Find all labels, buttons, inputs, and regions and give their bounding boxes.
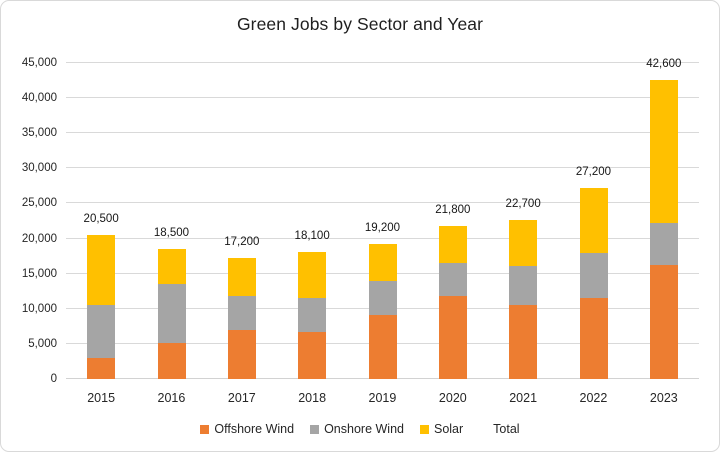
bar-segment-offshore-wind-2020 — [438, 296, 467, 379]
bar-segment-offshore-wind-2019 — [368, 315, 397, 379]
x-axis-tick-label-2015: 2015 — [87, 391, 116, 405]
legend-label: Total — [493, 422, 520, 436]
gridline-20000 — [66, 237, 699, 239]
legend-swatch-icon — [310, 424, 320, 434]
gridline-35000 — [66, 132, 699, 134]
bar-segment-onshore-wind-2017 — [227, 296, 256, 330]
legend-item-total: Total — [479, 422, 519, 436]
bar-segment-onshore-wind-2021 — [509, 266, 538, 306]
total-data-label-2020: 21,800 — [435, 203, 471, 216]
y-axis-tick-label: 35,000 — [21, 127, 57, 140]
x-axis-tick-label-2017: 2017 — [227, 391, 256, 405]
total-data-label-2016: 18,500 — [153, 227, 190, 240]
total-data-label-2019: 19,200 — [364, 222, 401, 235]
x-axis-tick-label-2018: 2018 — [298, 391, 327, 405]
y-axis: 0 5,000 10,000 15,000 20,000 25,000 30,000 35,0… — [1, 57, 57, 385]
gridline-25000 — [66, 202, 699, 204]
legend-swatch-icon — [200, 424, 210, 434]
y-axis-tick-label: 10,000 — [21, 302, 57, 315]
total-data-label-2023: 42,600 — [646, 57, 682, 70]
bar-segment-solar-2021 — [509, 219, 538, 266]
x-axis-tick-label-2023: 2023 — [649, 391, 678, 405]
total-data-label-2022: 27,200 — [575, 166, 612, 178]
bar-segment-offshore-wind-2023 — [649, 264, 678, 379]
x-axis: 2015 2016 2017 2018 2019 2020 2021 2022 2023 — [66, 391, 699, 407]
gridline-30000 — [66, 167, 699, 169]
x-axis-tick-label-2021: 2021 — [509, 391, 538, 405]
bar-segment-offshore-wind-2018 — [298, 332, 327, 379]
chart-title: Green Jobs by Sector and Year — [236, 14, 484, 34]
bar-segment-offshore-wind-2017 — [227, 329, 256, 379]
plot-area: 20,500 18,500 17,200 18,100 19,200 21,800 22,7… — [66, 58, 699, 379]
y-axis-tick-label: 45,000 — [21, 57, 57, 69]
y-axis-tick-label: 0 — [50, 373, 57, 385]
legend-item-offshore-wind: Offshore Wind — [200, 422, 294, 436]
legend-label: Solar — [433, 422, 464, 436]
y-axis-tick-label: 25,000 — [21, 197, 57, 210]
bar-segment-offshore-wind-2021 — [509, 305, 538, 379]
bar-segment-solar-2017 — [227, 258, 256, 297]
legend: Offshore Wind Onshore Wind Solar Total — [1, 420, 719, 438]
bar-segment-onshore-wind-2019 — [368, 280, 397, 316]
x-axis-tick-label-2022: 2022 — [579, 391, 608, 405]
x-axis-tick-label-2020: 2020 — [438, 391, 467, 405]
legend-item-solar: Solar — [419, 422, 464, 436]
bar-segment-solar-2016 — [157, 249, 186, 285]
legend-item-onshore-wind: Onshore Wind — [310, 422, 404, 436]
bar-segment-onshore-wind-2015 — [87, 305, 116, 358]
y-axis-tick-label: 5,000 — [28, 337, 57, 350]
legend-label: Onshore Wind — [324, 422, 404, 436]
total-data-label-2015: 20,500 — [83, 213, 119, 225]
bar-segment-onshore-wind-2022 — [579, 252, 608, 299]
bar-segment-offshore-wind-2015 — [87, 357, 116, 379]
total-data-label-2021: 22,700 — [505, 197, 541, 210]
total-data-label-2018: 18,100 — [294, 229, 330, 242]
total-data-label-2017: 17,200 — [224, 236, 260, 249]
legend-label: Offshore Wind — [214, 422, 295, 436]
bar-segment-solar-2020 — [438, 225, 467, 264]
bar-segment-onshore-wind-2018 — [298, 298, 327, 332]
gridline-45000 — [66, 62, 699, 63]
bar-segment-solar-2018 — [298, 251, 327, 299]
bar-segment-offshore-wind-2022 — [579, 298, 608, 379]
x-axis-tick-label-2016: 2016 — [157, 391, 186, 405]
y-axis-tick-label: 20,000 — [21, 232, 57, 245]
y-axis-tick-label: 15,000 — [21, 267, 57, 280]
bar-segment-onshore-wind-2016 — [157, 284, 186, 344]
y-axis-tick-label: 30,000 — [21, 162, 57, 175]
legend-swatch-icon — [419, 424, 429, 434]
bar-segment-solar-2023 — [649, 79, 678, 224]
bar-segment-offshore-wind-2016 — [157, 343, 186, 379]
bar-segment-onshore-wind-2023 — [649, 223, 678, 265]
bar-segment-onshore-wind-2020 — [438, 263, 467, 297]
x-axis-tick-label-2019: 2019 — [368, 391, 397, 405]
bar-segment-solar-2015 — [87, 235, 116, 306]
gridline-40000 — [66, 97, 699, 99]
bar-segment-solar-2022 — [579, 188, 608, 253]
y-axis-tick-label: 40,000 — [21, 92, 57, 105]
bar-segment-solar-2019 — [368, 244, 397, 281]
